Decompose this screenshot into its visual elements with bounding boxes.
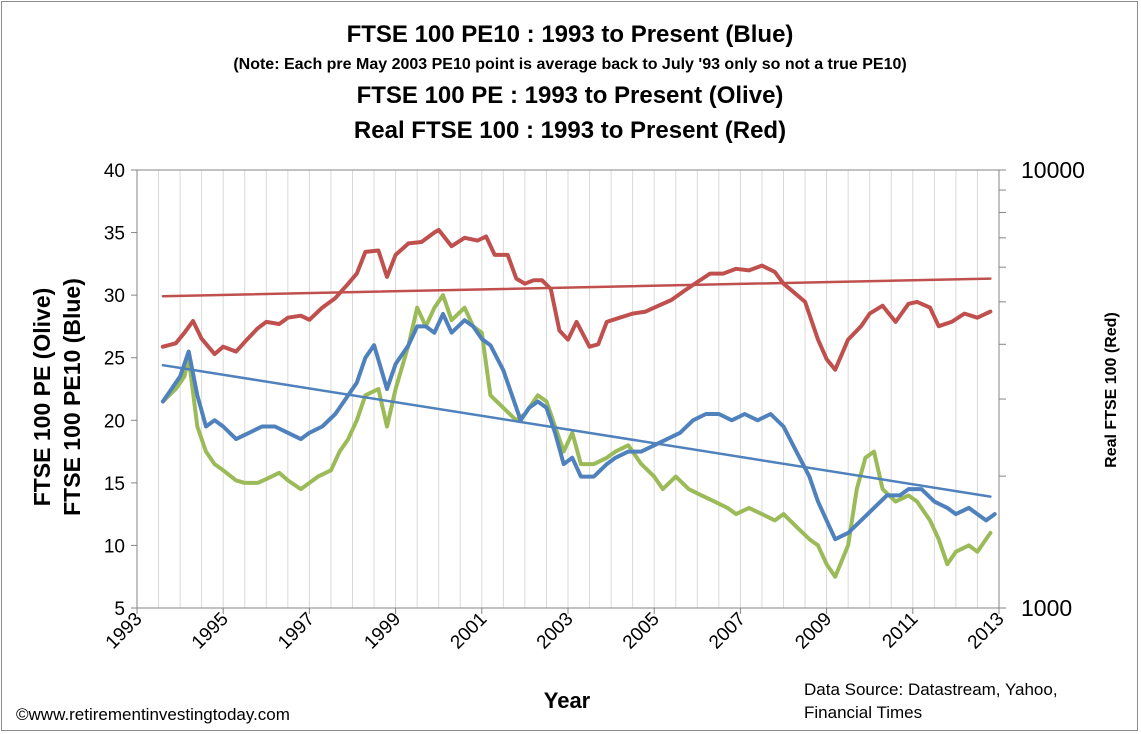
- y-left-tick-label: 25: [104, 349, 125, 370]
- y-right-tick-label: 1000: [1021, 595, 1072, 621]
- x-tick-label: 2007: [705, 609, 750, 654]
- y-axis-label-right: Real FTSE 100 (Red): [1103, 312, 1120, 468]
- y-axis-label-outer: FTSE 100 PE (Olive): [29, 288, 55, 507]
- x-tick-label: 2003: [533, 609, 578, 654]
- x-tick-label: 2001: [447, 609, 492, 654]
- footer-website: ©www.retirementinvestingtoday.com: [16, 705, 290, 724]
- chart-title-line-1: FTSE 100 PE10 : 1993 to Present (Blue): [347, 21, 794, 48]
- x-tick-label: 2013: [964, 609, 1009, 654]
- y-left-tick-label: 30: [104, 286, 125, 307]
- x-tick-label: 1997: [274, 609, 319, 654]
- y-right-tick-label: 10000: [1021, 157, 1085, 183]
- source-note-line-1: Data Source: Datastream, Yahoo,: [804, 680, 1058, 699]
- series-line-real-ftse-100: [160, 227, 993, 372]
- series-line-ftse-100-pe10-trend: [161, 363, 992, 498]
- x-axis-label: Year: [544, 688, 591, 713]
- y-left-tick-label: 35: [104, 224, 125, 245]
- x-tick-label: 2011: [879, 609, 923, 653]
- chart-title-note: (Note: Each pre May 2003 PE10 point is a…: [233, 56, 906, 73]
- series-line-real-ftse-100-trend: [161, 277, 992, 298]
- series-line-ftse-100-pe10: [160, 311, 997, 542]
- chart-title-line-3: FTSE 100 PE : 1993 to Present (Olive): [357, 82, 784, 109]
- series-line-ftse-100-pe: [160, 293, 993, 579]
- y-left-tick-label: 5: [114, 599, 125, 620]
- source-note-line-2: Financial Times: [804, 703, 922, 722]
- y-left-tick-label: 10: [104, 536, 125, 557]
- y-left-tick-label: 40: [104, 161, 125, 182]
- y-axis-label-inner: FTSE 100 PE10 (Blue): [59, 278, 85, 516]
- x-tick-label: 2009: [791, 609, 836, 654]
- x-tick-label: 1999: [360, 609, 405, 654]
- y-left-tick-label: 20: [104, 411, 125, 432]
- x-tick-label: 1993: [102, 609, 147, 654]
- y-left-tick-label: 15: [104, 474, 125, 495]
- x-tick-label: 1995: [188, 609, 233, 654]
- chart-title-line-4: Real FTSE 100 : 1993 to Present (Red): [354, 117, 786, 144]
- x-tick-label: 2005: [619, 609, 664, 654]
